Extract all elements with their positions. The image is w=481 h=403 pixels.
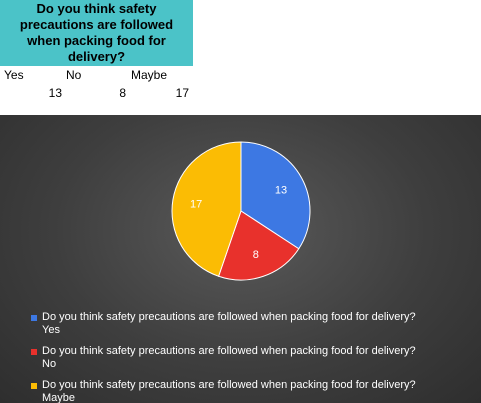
column-value-maybe[interactable]: 17 xyxy=(175,86,189,100)
column-label-maybe[interactable]: Maybe xyxy=(131,68,168,82)
data-label-yes: 13 xyxy=(275,184,287,196)
legend-series-label: Do you think safety precautions are foll… xyxy=(42,311,416,323)
legend-swatch-yes xyxy=(31,315,37,321)
data-label-no: 8 xyxy=(253,249,259,261)
legend-category-label: Maybe xyxy=(42,392,76,403)
column-label-no[interactable]: No xyxy=(66,68,82,82)
question-header-cell[interactable]: Do you think safety precautions are foll… xyxy=(0,0,193,66)
legend-item-yes: Do you think safety precautions are foll… xyxy=(31,311,471,337)
question-header-text: Do you think safety precautions are foll… xyxy=(19,1,174,64)
legend-swatch-maybe xyxy=(31,383,37,389)
pie-slice-no[interactable] xyxy=(217,210,300,281)
column-value-no[interactable]: 8 xyxy=(119,86,126,100)
legend-series-label: Do you think safety precautions are foll… xyxy=(42,345,416,357)
legend-item-maybe: Do you think safety precautions are foll… xyxy=(31,379,471,403)
pie-chart-area[interactable]: 13 8 17 Do you think safety precautions ar… xyxy=(0,115,481,403)
legend-swatch-no xyxy=(31,349,37,355)
pie-chart: 13 8 17 xyxy=(171,141,311,281)
column-label-yes[interactable]: Yes xyxy=(4,68,24,82)
data-label-maybe: 17 xyxy=(190,199,202,211)
legend-category-label: Yes xyxy=(42,324,60,336)
legend-category-label: No xyxy=(42,358,57,370)
legend-series-label: Do you think safety precautions are foll… xyxy=(42,379,416,391)
chart-legend: Do you think safety precautions are foll… xyxy=(31,311,471,403)
legend-item-no: Do you think safety precautions are foll… xyxy=(31,345,471,371)
column-value-yes[interactable]: 13 xyxy=(48,86,62,100)
pie-slice-maybe[interactable] xyxy=(171,141,242,277)
